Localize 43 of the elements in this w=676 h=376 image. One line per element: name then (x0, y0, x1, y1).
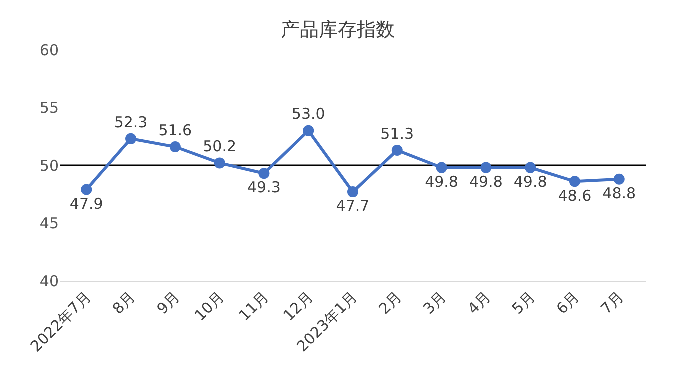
x-tick-label: 9月 (153, 288, 184, 318)
chart-title: 产品库存指数 (281, 18, 395, 41)
y-tick-label: 50 (40, 156, 59, 175)
point (480, 162, 492, 174)
x-tick-label: 4月 (464, 288, 494, 318)
x-tick-label: 6月 (553, 288, 584, 318)
y-tick-label: 60 (40, 41, 59, 60)
y-tick-label: 45 (40, 214, 59, 232)
x-tick-label: 2月 (375, 288, 406, 318)
point (214, 158, 226, 169)
point (126, 133, 137, 144)
text: 52.3 (114, 113, 148, 132)
text: 49.3 (248, 178, 281, 197)
point (81, 184, 92, 196)
x-tick-label: 11月 (236, 288, 272, 325)
y-tick-label: 55 (40, 99, 59, 117)
point (258, 168, 270, 180)
text: 47.9 (70, 194, 104, 213)
text: 48.6 (558, 186, 592, 205)
text: 49.8 (469, 172, 503, 191)
text: 51.6 (158, 121, 192, 140)
point (348, 186, 358, 198)
text: 49.8 (425, 172, 458, 191)
text: 53.0 (292, 105, 326, 124)
text: 48.8 (602, 184, 636, 202)
x-tick-label: 8月 (109, 288, 140, 318)
point (303, 125, 314, 136)
point (170, 142, 181, 153)
y-tick-label: 40 (40, 272, 59, 290)
text: 51.3 (380, 124, 414, 143)
point (614, 174, 625, 185)
x-tick-label: 5月 (508, 288, 539, 318)
x-tick-label: 7月 (597, 288, 628, 318)
x-tick-label: 10月 (191, 288, 228, 325)
point (525, 162, 536, 174)
x-tick-label: 3月 (420, 288, 450, 318)
point (436, 162, 448, 174)
point (569, 176, 580, 188)
point (392, 144, 403, 156)
text: 49.8 (514, 172, 548, 191)
text: 47.7 (336, 197, 370, 216)
x-tick-label: 12月 (280, 288, 317, 325)
text: 50.2 (203, 138, 237, 156)
